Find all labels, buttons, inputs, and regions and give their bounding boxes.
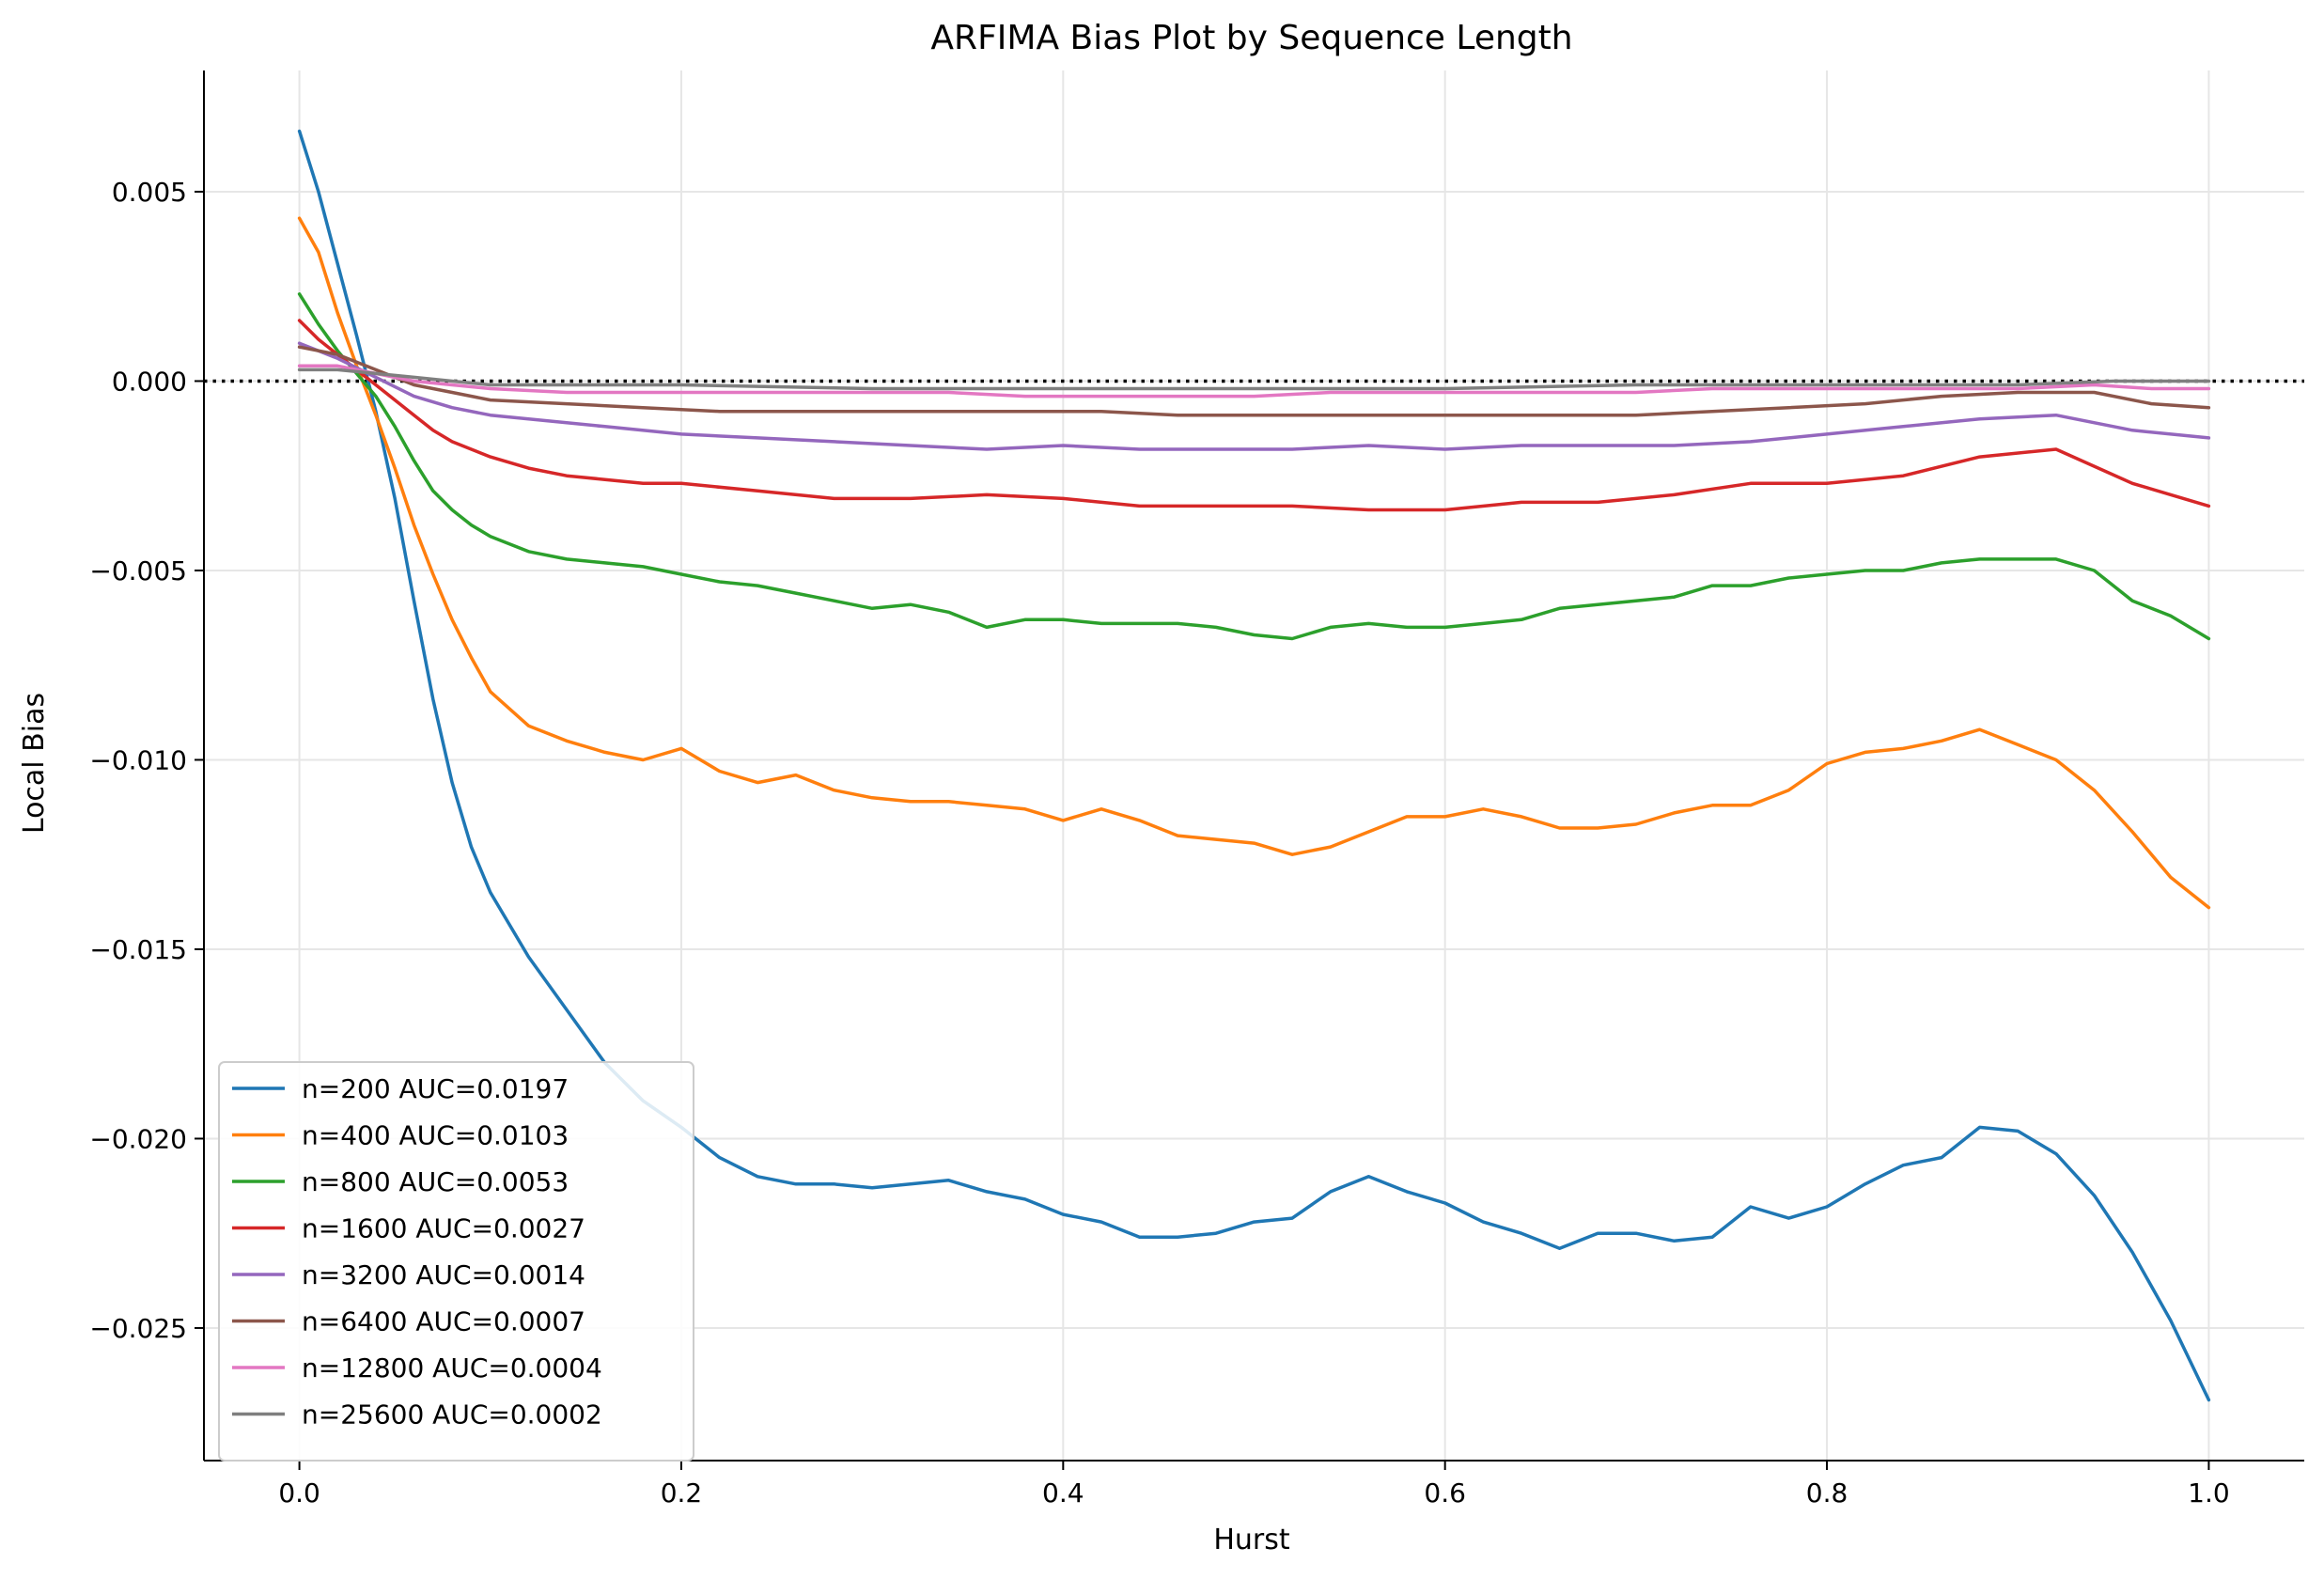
legend-label-5: n=6400 AUC=0.0007 [302,1306,585,1337]
y-axis-title: Local Bias [18,693,51,834]
x-axis-title: Hurst [1213,1524,1290,1556]
x-tick-label: 0.0 [278,1477,320,1509]
y-tick-label: −0.020 [89,1123,187,1154]
series-line-5 [297,345,2211,417]
x-tick-label: 0.8 [1806,1477,1848,1509]
y-tick-label: −0.015 [89,934,187,965]
legend-label-4: n=3200 AUC=0.0014 [302,1259,585,1290]
y-tick-label: −0.010 [89,744,187,775]
series-layer [297,129,2211,1402]
y-tick-label: 0.000 [112,366,187,397]
legend-label-7: n=25600 AUC=0.0002 [302,1399,602,1430]
x-tick-label: 1.0 [2188,1477,2230,1509]
series-line-6 [297,364,2211,399]
series-line-0 [297,129,2211,1402]
series-line-1 [297,216,2211,910]
legend-label-6: n=12800 AUC=0.0004 [302,1352,602,1384]
legend-box [218,1061,694,1462]
y-tick-label: −0.005 [89,555,187,586]
series-line-7 [297,367,2211,391]
y-tick-label: 0.005 [112,177,187,208]
y-tick-label: −0.025 [89,1313,187,1344]
x-tick-label: 0.4 [1042,1477,1084,1509]
legend: n=200 AUC=0.0197 n=400 AUC=0.0103 n=800 AU… [218,1061,694,1462]
legend-label-1: n=400 AUC=0.0103 [302,1120,569,1151]
series-line-2 [297,292,2211,641]
legend-label-2: n=800 AUC=0.0053 [302,1166,569,1197]
x-tick-label: 0.6 [1424,1477,1466,1509]
chart-title: ARFIMA Bias Plot by Sequence Length [930,19,1572,57]
series-line-4 [297,341,2211,451]
x-tick-label: 0.2 [661,1477,703,1509]
legend-label-3: n=1600 AUC=0.0027 [302,1213,585,1244]
ticks: 0.0 0.2 0.4 0.6 0.8 1.0 0.005 0.000 −0.005 −0.010… [89,177,2229,1509]
legend-label-0: n=200 AUC=0.0197 [302,1073,569,1104]
series-line-3 [297,319,2211,512]
